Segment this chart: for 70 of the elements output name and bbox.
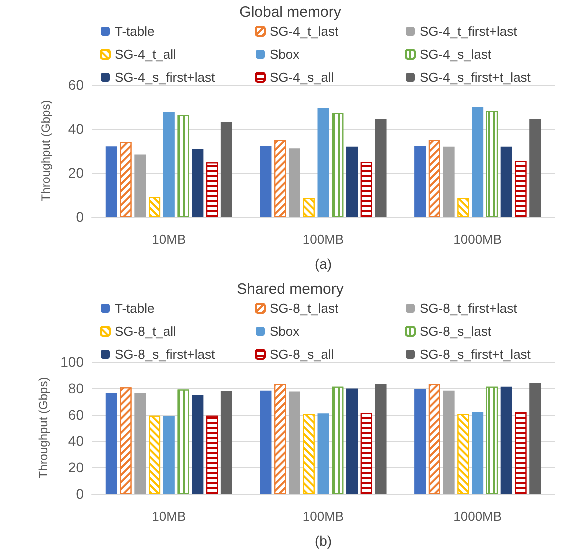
legend-label: SG-4_s_last [420,47,492,62]
bar [106,146,118,217]
bar [192,149,204,217]
bar [288,148,300,217]
y-tick-label: 0 [76,486,84,502]
bar [318,414,330,494]
y-tick-label: 20 [68,165,84,181]
y-tick-label: 80 [68,380,84,396]
y-axis-title: Throughput (Gbps) [39,100,53,202]
y-tick-label: 100 [60,354,84,370]
x-tick-label: 10MB [152,509,186,524]
legend-label: SG-4_s_all [270,70,334,85]
legend-label: SG-4_t_last [270,24,340,39]
bar [530,119,542,217]
legend-label: SG-8_s_all [270,347,334,362]
y-tick-label: 60 [68,77,84,93]
bar [134,154,146,217]
y-tick-label: 60 [68,406,84,423]
x-tick-label: 10MB [152,232,186,247]
bar [472,107,484,217]
chart-title: Global memory [240,4,342,21]
legend-label: SG-4_s_first+last [115,70,216,85]
legend-label: Sbox [270,324,300,339]
bar [443,390,455,494]
bar [500,146,512,217]
x-axis-title: (b) [314,533,332,549]
bar [260,146,272,217]
bar [500,386,512,494]
legend-label: SG-8_s_first+last [115,347,216,362]
x-tick-label: 100MB [302,232,344,247]
x-tick-label: 1000MB [454,509,502,524]
x-axis-title: (a) [314,256,332,272]
legend-label: SG-4_t_all [115,47,177,62]
bar [288,392,300,494]
legend-label: SG-4_s_first+t_last [420,70,532,85]
bar [260,390,272,494]
bar [134,394,146,494]
legend-label: T-table [115,301,155,316]
bar [414,389,426,494]
bar [106,394,118,494]
bar [220,391,232,494]
y-tick-label: 0 [76,209,84,225]
bar [346,388,358,494]
bar [318,108,330,217]
bar [163,112,175,217]
y-axis-title: Throughput (Gbps) [36,377,51,479]
bar [220,122,232,217]
y-tick-label: 40 [68,121,84,137]
legend-label: SG-8_s_last [420,324,492,339]
bar [375,384,387,494]
bar [192,395,204,494]
bar [414,146,426,217]
legend-label: SG-8_t_first+last [420,301,518,316]
legend-label: SG-8_t_last [270,301,340,316]
legend-label: SG-8_s_first+t_last [420,347,532,362]
bar [472,412,484,494]
legend-label: SG-4_t_first+last [420,24,518,39]
y-tick-label: 40 [68,433,84,450]
chart-title: Shared memory [237,281,344,298]
bar [443,146,455,217]
y-tick-label: 20 [68,460,84,476]
bar [530,383,542,494]
x-tick-label: 1000MB [454,232,502,247]
bar [163,416,175,494]
x-tick-label: 100MB [302,509,344,524]
legend-label: T-table [115,24,155,39]
bar [375,119,387,217]
bar [346,146,358,217]
legend-label: SG-8_t_all [115,324,177,339]
legend-label: Sbox [270,47,300,62]
